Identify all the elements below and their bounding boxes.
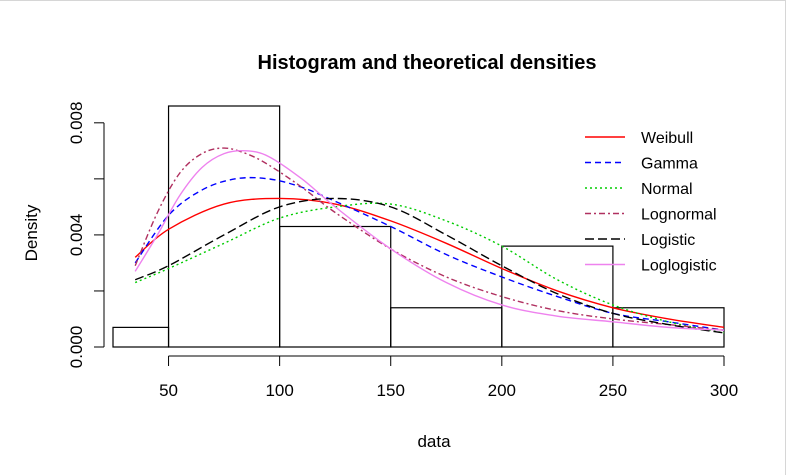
- density-curve-lognormal: [134, 147, 725, 331]
- legend-label-lognormal: Lognormal: [641, 207, 717, 224]
- legend-label-weibull: Weibull: [641, 130, 693, 147]
- x-tick-label-2: 150: [377, 381, 405, 400]
- x-axis: 50 100 150 200 250 300: [159, 355, 738, 400]
- histogram-bar-4: [501, 245, 614, 348]
- histogram-bar-2: [279, 225, 392, 348]
- histogram-bar-0: [112, 326, 170, 348]
- legend-label-normal: Normal: [641, 181, 693, 198]
- y-tick-label-1: 0.004: [67, 214, 86, 257]
- density-curves: [134, 147, 725, 334]
- legend-label-loglogistic: Loglogistic: [641, 258, 717, 275]
- density-curve-gamma: [134, 176, 725, 331]
- density-curve-loglogistic: [134, 149, 725, 331]
- x-tick-label-0: 50: [159, 381, 178, 400]
- x-tick-label-3: 200: [488, 381, 516, 400]
- x-tick-label-4: 250: [599, 381, 627, 400]
- y-tick-label-2: 0.008: [67, 102, 86, 145]
- x-tick-label-1: 100: [265, 381, 293, 400]
- y-axis: 0.000 0.004 0.008: [67, 102, 105, 369]
- legend-label-logistic: Logistic: [641, 232, 695, 249]
- x-axis-label: data: [417, 432, 451, 451]
- legend: Weibull Gamma Normal Lognormal Logistic Loglo…: [585, 130, 717, 275]
- histogram-bar-3: [390, 307, 503, 348]
- histogram-bar-1: [167, 105, 281, 348]
- density-curve-logistic: [134, 197, 725, 334]
- density-curve-weibull: [134, 197, 725, 329]
- chart-title: Histogram and theoretical densities: [258, 52, 597, 74]
- x-tick-label-5: 300: [710, 381, 738, 400]
- legend-label-gamma: Gamma: [641, 156, 698, 173]
- y-tick-label-0: 0.000: [67, 326, 86, 369]
- y-axis-label: Density: [22, 204, 41, 261]
- histogram-bars: [112, 105, 725, 348]
